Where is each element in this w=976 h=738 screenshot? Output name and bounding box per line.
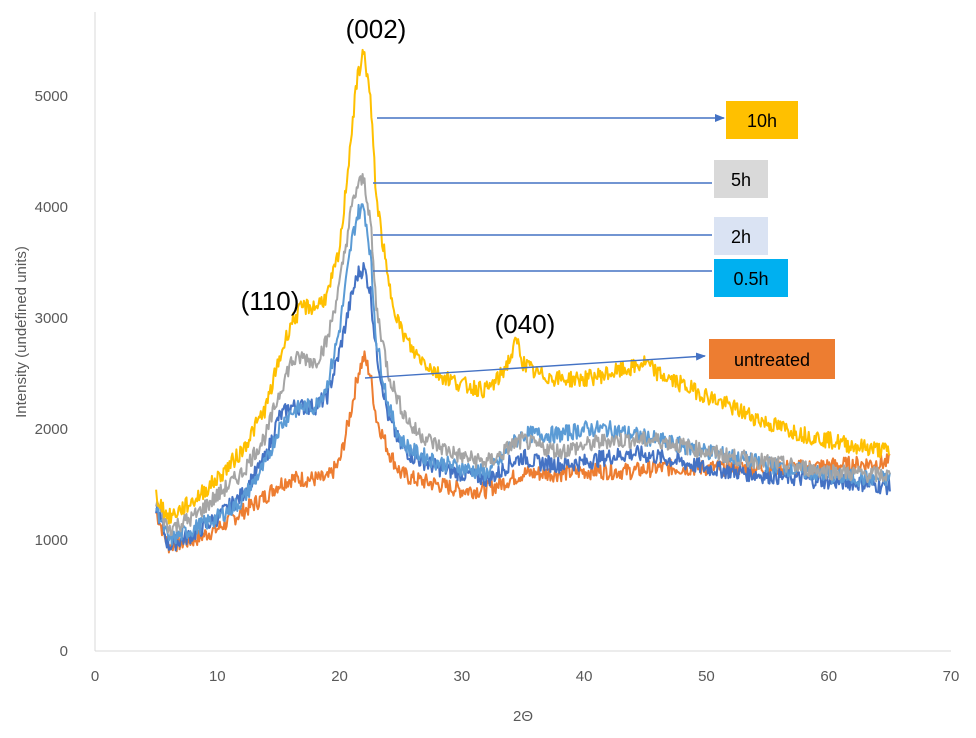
label-2h-box (714, 217, 768, 255)
peak-label-110: (110) (241, 286, 300, 316)
label-2h: 2h (714, 217, 768, 255)
label-05h: 0.5h (714, 259, 788, 297)
x-tick-label: 70 (943, 668, 960, 685)
label-untreated-text: untreated (734, 350, 810, 370)
label-5h: 5h (714, 160, 768, 198)
label-05h-box (714, 259, 788, 297)
y-tick-label: 3000 (35, 310, 68, 327)
label-10h-box (726, 101, 798, 139)
y-tick-label: 2000 (35, 421, 68, 438)
series-line-10h (155, 48, 891, 525)
series-line-5h (155, 173, 891, 537)
arrow-untreated (364, 352, 706, 379)
x-tick-label: 10 (209, 668, 226, 685)
x-tick-label: 40 (576, 668, 593, 685)
annotation-arrows (364, 114, 725, 379)
label-untreated: untreated (709, 339, 835, 379)
x-tick-label: 60 (820, 668, 837, 685)
axes (94, 12, 951, 652)
label-2h-text: 2h (731, 227, 751, 247)
label-5h-box (714, 160, 768, 198)
y-tick-label: 0 (60, 643, 68, 660)
label-5h-text: 5h (731, 170, 751, 190)
ticks: 0 10 20 30 40 50 60 70 0 1000 2000 3000 4000 5000 (35, 88, 960, 685)
y-tick-label: 5000 (35, 88, 68, 105)
y-axis-title: Intensity (undefined units) (13, 246, 30, 418)
x-axis-title: 2Θ (513, 708, 533, 725)
x-tick-label: 20 (331, 668, 348, 685)
label-10h-text: 10h (747, 111, 777, 131)
x-tick-label: 0 (91, 668, 99, 685)
peak-label-040: (040) (495, 309, 556, 339)
y-tick-label: 4000 (35, 199, 68, 216)
label-05h-text: 0.5h (733, 269, 768, 289)
y-tick-label: 1000 (35, 532, 68, 549)
peak-label-002: (002) (346, 14, 407, 44)
x-tick-label: 30 (454, 668, 471, 685)
x-tick-label: 50 (698, 668, 715, 685)
label-untreated-box (709, 339, 835, 379)
series (155, 48, 891, 554)
label-10h: 10h (726, 101, 798, 139)
